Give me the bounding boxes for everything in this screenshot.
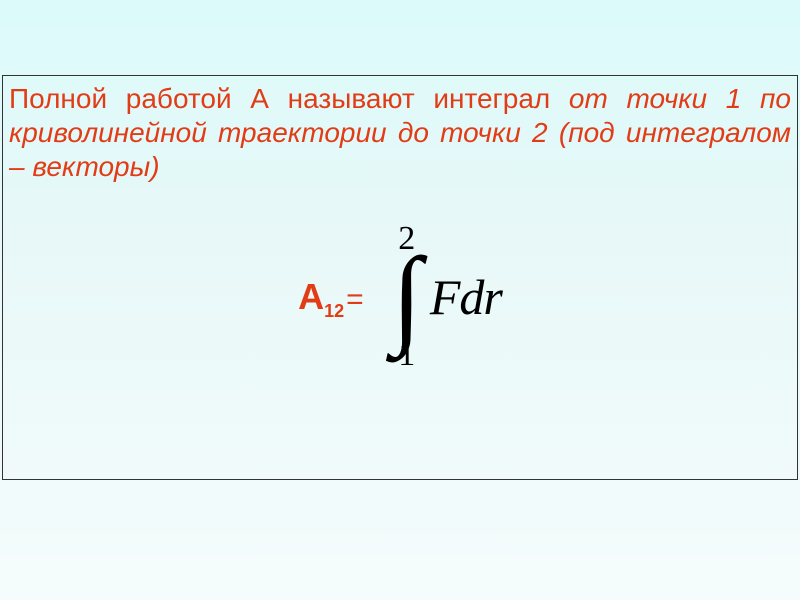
integral-symbol-wrap: 2 ∫ 1 [392, 222, 422, 372]
content-box: Полной работой А называют интеграл от то… [2, 75, 798, 480]
lhs-symbol: А [298, 276, 324, 318]
lhs-subscript: 12 [324, 301, 344, 322]
formula-area: А 12 = 2 ∫ 1 Fdr [3, 222, 797, 372]
integral-lower-limit: 1 [398, 338, 415, 372]
lhs-equals: = [346, 283, 364, 317]
definition-text: Полной работой А называют интеграл от то… [3, 76, 797, 184]
integral-sign: ∫ [392, 250, 422, 344]
integrand: Fdr [430, 268, 502, 326]
integral-block: 2 ∫ 1 Fdr [392, 222, 502, 372]
formula-lhs: А 12 = [298, 276, 364, 318]
definition-part1: Полной работой А называют интеграл [9, 83, 569, 114]
